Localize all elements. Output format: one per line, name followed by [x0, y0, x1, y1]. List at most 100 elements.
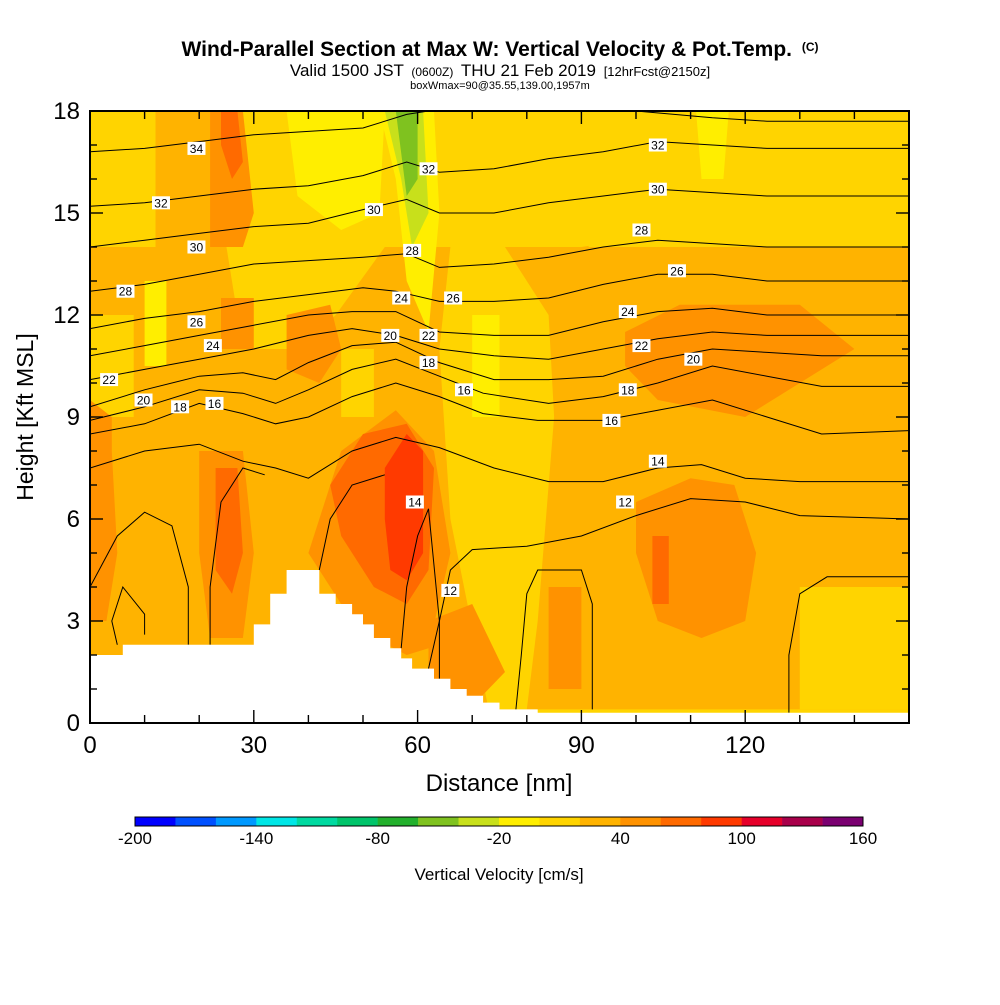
colorbar-swatch-3	[256, 817, 298, 826]
contour-label-6: 22	[102, 373, 116, 387]
chart-title-unit: (C)	[802, 40, 819, 54]
y-tick-label-5: 15	[53, 200, 80, 227]
velocity-region-26	[652, 536, 669, 604]
contour-label-0: 34	[190, 142, 204, 156]
y-tick-label-2: 6	[67, 506, 80, 533]
colorbar-swatch-0	[135, 817, 176, 826]
contour-label-bg-20	[648, 182, 667, 196]
x-tick-label-2: 60	[404, 732, 431, 759]
theta-line-32-17	[90, 141, 909, 207]
contour-label-bg-9	[205, 396, 224, 410]
subtitle-utc: (0600Z)	[411, 65, 453, 79]
terrain	[90, 570, 909, 723]
velocity-region-22	[221, 298, 254, 349]
colorbar: -200 -140 -80 -20 40 100 160	[118, 816, 877, 848]
colorbar-tick-label-2: -80	[365, 829, 390, 848]
colorbar-swatch-17	[822, 817, 864, 826]
theta-line-18-10	[90, 358, 909, 421]
theta-contours	[90, 111, 909, 713]
theta-line-12-3	[515, 569, 593, 710]
theta-line-12-5	[400, 508, 440, 679]
colorbar-swatch-4	[296, 817, 338, 826]
contour-label-15: 22	[422, 329, 436, 343]
contour-label-12: 28	[405, 244, 419, 258]
contour-label-23: 24	[621, 305, 635, 319]
theta-line-12-6	[209, 467, 265, 645]
contour-label-bg-8	[171, 400, 190, 414]
contour-label-10: 32	[422, 162, 436, 176]
contour-label-bg-17	[419, 356, 438, 370]
contour-label-21: 28	[635, 224, 649, 238]
theta-line-34-18	[90, 111, 429, 153]
velocity-region-5	[417, 111, 909, 247]
contour-label-29: 12	[618, 496, 632, 510]
y-tick-label-0: 0	[67, 710, 80, 737]
colorbar-tick-label-4: 40	[611, 829, 630, 848]
contour-label-bg-23	[618, 305, 637, 319]
x-tick-label-0: 0	[83, 732, 96, 759]
colorbar-swatch-5	[337, 817, 378, 826]
theta-line-14-7	[90, 436, 909, 483]
colorbar-tick-label-5: 100	[727, 829, 755, 848]
y-tick-label-3: 9	[67, 404, 80, 431]
contour-label-2: 30	[190, 241, 204, 255]
contour-label-bg-24	[632, 339, 651, 353]
theta-line-34-19	[635, 111, 909, 122]
contour-label-25: 20	[687, 353, 701, 367]
contour-label-bg-19	[648, 138, 667, 152]
contour-label-bg-15	[419, 328, 438, 342]
contour-label-5: 24	[206, 339, 220, 353]
chart-box-info: boxWmax=90@35.55,139.00,1957m	[410, 80, 590, 92]
colorbar-swatch-11	[579, 817, 621, 826]
colorbar-tick-label-0: -200	[118, 829, 152, 848]
contour-label-bg-22	[667, 264, 686, 278]
contour-label-bg-25	[684, 352, 703, 366]
contour-label-bg-3	[116, 284, 135, 298]
theta-line-20-11	[90, 341, 909, 408]
velocity-region-6	[90, 111, 156, 247]
theta-line-24-13	[90, 307, 909, 357]
x-axis-label: Distance [nm]	[426, 770, 573, 797]
velocity-field	[90, 111, 909, 723]
theta-line-14-8	[318, 474, 385, 571]
contour-label-27: 16	[605, 414, 619, 428]
contour-label-bg-6	[100, 373, 119, 387]
contour-label-28: 14	[651, 455, 665, 469]
contour-label-bg-1	[151, 196, 170, 210]
contour-label-8: 18	[173, 400, 187, 414]
contour-label-bg-16	[381, 328, 400, 342]
theta-line-28-15	[90, 239, 909, 292]
contour-label-31: 12	[444, 584, 458, 598]
contour-label-bg-0	[187, 141, 206, 155]
contour-label-bg-21	[632, 223, 651, 237]
colorbar-swatch-10	[539, 817, 581, 826]
contour-label-bg-28	[648, 454, 667, 468]
velocity-region-16	[90, 451, 118, 621]
contour-label-11: 30	[367, 203, 381, 217]
x-tick-label-3: 90	[568, 732, 595, 759]
contour-label-20: 30	[651, 183, 665, 197]
contour-label-bg-7	[134, 393, 153, 407]
contour-label-3: 28	[119, 285, 133, 299]
theta-line-22-12	[90, 328, 909, 381]
colorbar-tick-label-1: -140	[239, 829, 273, 848]
colorbar-label: Vertical Velocity [cm/s]	[414, 865, 583, 884]
contour-label-30: 14	[408, 496, 422, 510]
subtitle-valid: Valid 1500 JST	[290, 61, 404, 80]
velocity-region-31	[472, 315, 500, 417]
contour-label-13: 24	[395, 292, 409, 306]
contour-label-bg-2	[187, 240, 206, 254]
contour-label-bg-29	[616, 495, 635, 509]
velocity-region-21	[625, 304, 855, 417]
y-tick-label-1: 3	[67, 608, 80, 635]
contour-label-9: 16	[208, 397, 222, 411]
theta-line-12-1	[111, 585, 146, 645]
subtitle-date: THU 21 Feb 2019	[461, 61, 596, 80]
contour-label-26: 18	[621, 383, 635, 397]
theta-line-26-14	[90, 273, 909, 330]
colorbar-swatch-15	[741, 817, 783, 826]
colorbar-swatch-16	[782, 817, 823, 826]
contour-label-bg-12	[403, 243, 422, 257]
contour-label-bg-14	[444, 291, 463, 305]
